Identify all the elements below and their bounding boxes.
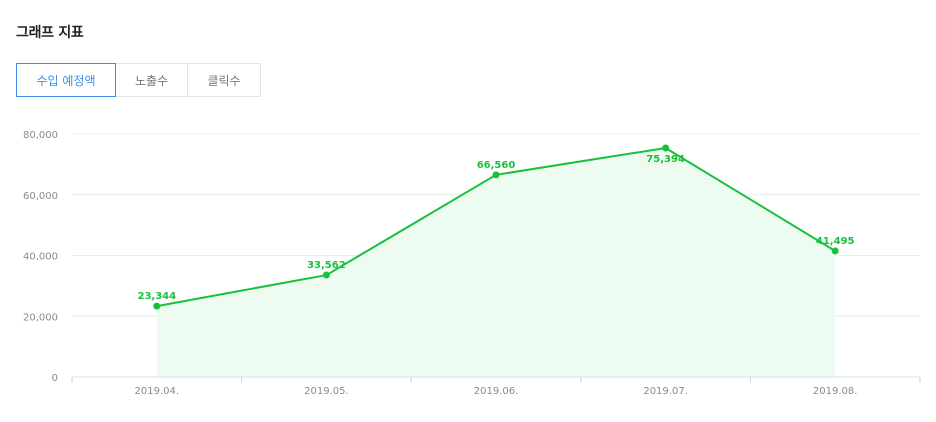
x-tick-label: 2019.06. — [474, 386, 519, 397]
data-label: 41,495 — [816, 236, 855, 247]
data-label: 75,394 — [646, 154, 685, 165]
x-axis: 2019.04. 2019.05. 2019.06. 2019.07. 2019.08. — [71, 376, 921, 397]
section-title: 그래프 지표 — [16, 25, 84, 41]
tab-clicks[interactable]: 클릭수 — [187, 63, 261, 97]
y-tick-label: 60,000 — [23, 191, 58, 202]
x-tick-label: 2019.07. — [643, 386, 688, 397]
x-tick-label: 2019.04. — [135, 386, 180, 397]
y-tick-label: 20,000 — [23, 312, 58, 323]
x-tick-label: 2019.05. — [304, 386, 349, 397]
data-point — [492, 171, 500, 179]
tab-expected-revenue[interactable]: 수입 예정액 — [16, 63, 116, 97]
data-label: 66,560 — [477, 160, 516, 171]
data-label: 23,344 — [138, 291, 177, 302]
y-tick-label: 80,000 — [23, 130, 58, 141]
data-point — [322, 271, 330, 279]
data-point — [831, 247, 839, 255]
area-fill — [156, 147, 836, 377]
metric-tabs: 수입 예정액 노출수 클릭수 — [16, 63, 261, 97]
y-tick-label: 40,000 — [23, 252, 58, 263]
y-tick-label: 0 — [52, 373, 58, 384]
data-labels: 23,344 33,562 66,560 75,394 41,495 — [138, 154, 855, 302]
data-points — [153, 144, 839, 310]
x-tick-label: 2019.08. — [813, 386, 858, 397]
data-point — [662, 144, 670, 152]
series-area — [156, 147, 836, 377]
data-label: 33,562 — [307, 260, 346, 271]
y-axis: 0 20,000 40,000 60,000 80,000 — [23, 130, 58, 384]
data-point — [153, 302, 161, 310]
